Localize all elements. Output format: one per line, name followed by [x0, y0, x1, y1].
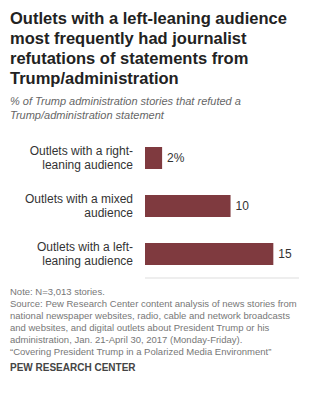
- svg-text:Outlets with a mixedaudience: Outlets with a mixedaudience: [25, 192, 133, 220]
- svg-text:10: 10: [236, 199, 250, 213]
- html-text:Outlets with a left-leaning au: Outlets with a left-leaning audience mos…: [10, 9, 287, 87]
- html-text:Note: N=3,013 stories.: Note: N=3,013 stories.: [10, 286, 105, 297]
- svg-text:Outlets with a right-leaning a: Outlets with a right-leaning audience: [30, 144, 134, 172]
- html-text:PEW RESEARCH CENTER: PEW RESEARCH CENTER: [10, 362, 136, 373]
- html-text:Source: Pew Research Center co: Source: Pew Research Center content anal…: [10, 298, 297, 345]
- svg-text:15: 15: [278, 247, 292, 261]
- svg-text:2%: 2%: [167, 151, 185, 165]
- html-text:% of Trump administration stor: % of Trump administration stories that r…: [10, 95, 241, 121]
- html-text:“Covering President Trump in a: “Covering President Trump in a Polarized…: [10, 346, 272, 357]
- svg-text:Outlets with a left-leaning au: Outlets with a left-leaning audience: [37, 240, 133, 268]
